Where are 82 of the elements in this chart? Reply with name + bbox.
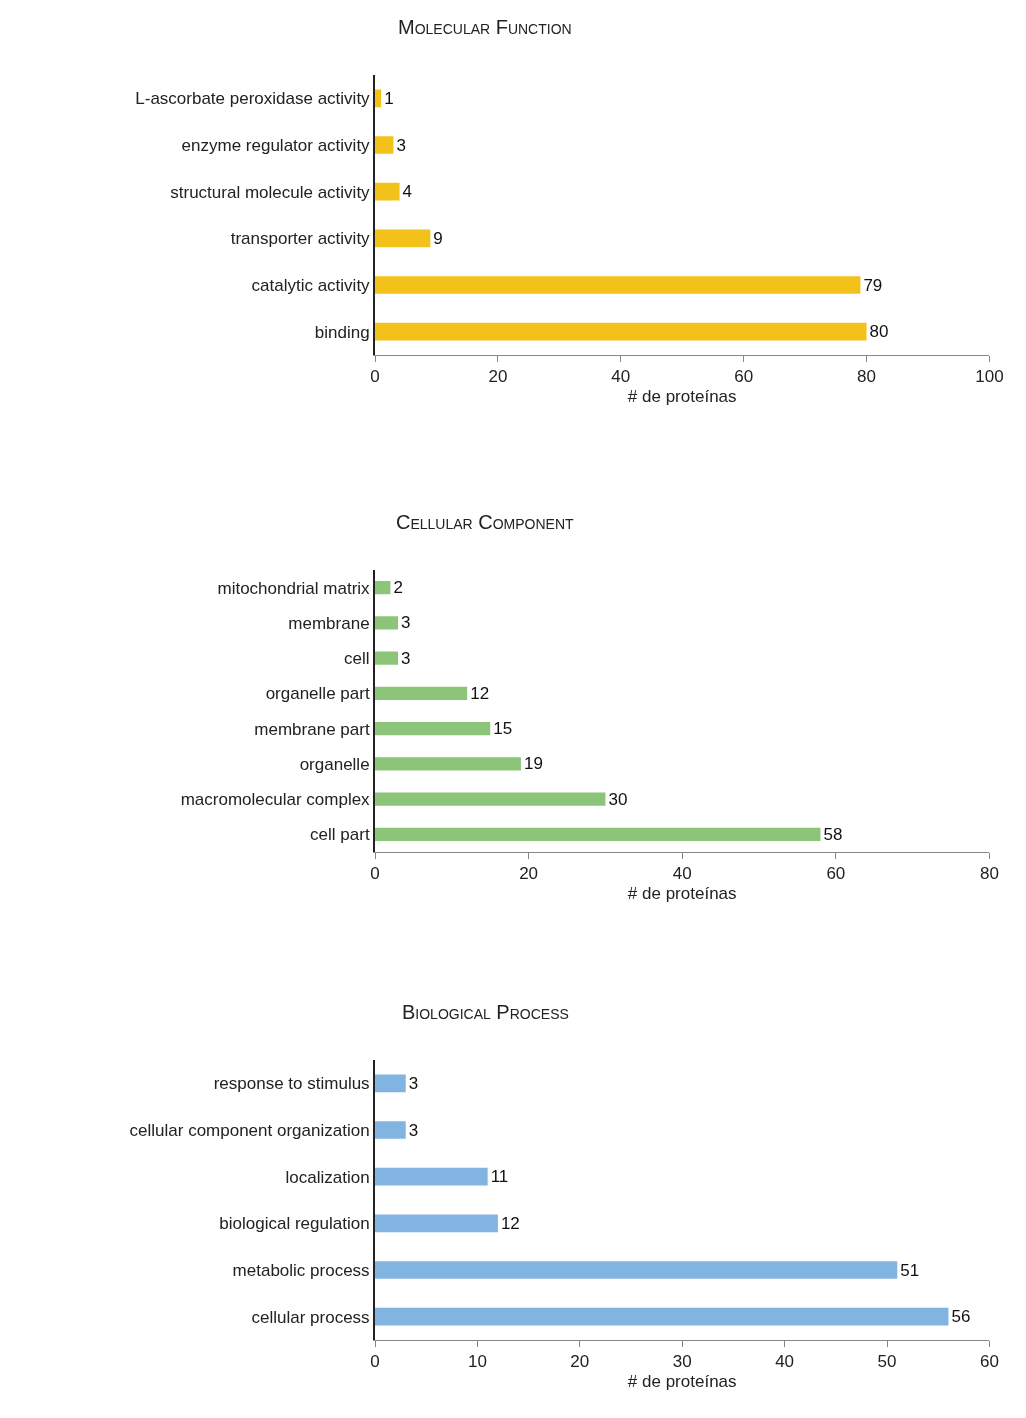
bar — [375, 1121, 406, 1139]
x-tick-label: 60 — [734, 367, 754, 387]
y-tick-label: L-ascorbate peroxidase activity — [135, 89, 371, 109]
y-tick-label: biological regulation — [219, 1214, 370, 1234]
data-label: 58 — [823, 824, 843, 844]
bar — [375, 1307, 949, 1326]
data-label: 3 — [408, 1120, 419, 1140]
x-tick-label: 100 — [975, 367, 1004, 387]
chart-title: Molecular Function — [398, 16, 572, 38]
y-tick-label: response to stimulus — [213, 1074, 370, 1094]
y-tick-label: structural molecule activity — [170, 182, 371, 202]
y-tick-label: cell part — [310, 825, 370, 845]
y-tick-label: enzyme regulator activity — [181, 135, 371, 155]
bar — [375, 276, 861, 294]
bar — [375, 792, 606, 806]
bar — [375, 1074, 406, 1093]
y-tick-label: mitochondrial matrix — [217, 578, 371, 598]
bar — [375, 1214, 498, 1233]
bar — [375, 757, 521, 771]
chart-title: Cellular Component — [396, 511, 575, 533]
data-label: 2 — [393, 578, 403, 598]
y-tick-label: binding — [314, 322, 370, 342]
data-label: 9 — [433, 228, 443, 248]
data-label: 1 — [384, 88, 394, 108]
y-tick-label: cell — [344, 649, 370, 669]
bar — [375, 136, 394, 154]
x-tick-label: 0 — [370, 864, 380, 884]
bar — [375, 721, 491, 736]
data-label: 79 — [863, 275, 883, 295]
x-tick-label: 40 — [775, 1352, 795, 1372]
y-tick-label: localization — [285, 1167, 370, 1187]
y-tick-label: macromolecular complex — [180, 790, 371, 810]
data-label: 4 — [402, 182, 413, 202]
bar — [375, 1261, 898, 1279]
bar — [375, 229, 431, 248]
y-tick-label: organelle — [299, 754, 370, 774]
x-tick-label: 50 — [877, 1352, 897, 1372]
x-tick-label: 20 — [570, 1352, 590, 1372]
data-label: 30 — [608, 789, 628, 809]
y-tick-label: cellular process — [251, 1307, 370, 1327]
x-tick-label: 60 — [979, 1352, 999, 1372]
chart-title: Biological Process — [402, 1001, 569, 1023]
bar — [375, 686, 468, 701]
y-tick-label: organelle part — [265, 684, 370, 704]
data-label: 12 — [470, 683, 490, 703]
bar — [375, 827, 821, 842]
data-label: 51 — [900, 1260, 920, 1280]
x-tick-label: 80 — [979, 864, 999, 884]
data-label: 3 — [408, 1073, 419, 1093]
bar — [375, 651, 399, 665]
x-tick-label: 80 — [857, 367, 877, 387]
data-label: 3 — [401, 613, 411, 633]
x-tick-label: 20 — [519, 864, 539, 884]
data-label: 15 — [493, 719, 513, 739]
y-tick-label: cellular component organization — [129, 1120, 370, 1140]
bar — [375, 616, 399, 630]
bar — [375, 1167, 488, 1186]
y-tick-label: catalytic activity — [251, 275, 371, 295]
x-tick-label: 20 — [488, 367, 508, 387]
data-label: 11 — [490, 1167, 509, 1187]
x-tick-label: 10 — [467, 1352, 487, 1372]
x-tick-label: 40 — [611, 367, 631, 387]
x-tick-label: 30 — [672, 1352, 692, 1372]
data-label: 3 — [401, 648, 411, 668]
data-label: 12 — [500, 1213, 520, 1233]
y-tick-label: membrane — [288, 613, 370, 633]
y-tick-label: metabolic process — [232, 1260, 370, 1280]
y-tick-label: membrane part — [254, 719, 370, 739]
y-tick-label: transporter activity — [230, 229, 371, 249]
x-axis-title: # de proteínas — [627, 386, 737, 406]
bar — [375, 182, 400, 201]
x-tick-label: 60 — [826, 864, 846, 884]
bar — [375, 322, 867, 341]
x-tick-label: 0 — [370, 367, 380, 387]
data-label: 19 — [523, 754, 543, 774]
x-tick-label: 40 — [672, 864, 692, 884]
x-axis-title: # de proteínas — [627, 883, 737, 903]
x-tick-label: 0 — [370, 1352, 380, 1372]
data-label: 56 — [951, 1307, 971, 1327]
x-axis-title: # de proteínas — [627, 1371, 737, 1391]
data-label: 3 — [396, 135, 406, 155]
data-label: 80 — [869, 322, 889, 342]
